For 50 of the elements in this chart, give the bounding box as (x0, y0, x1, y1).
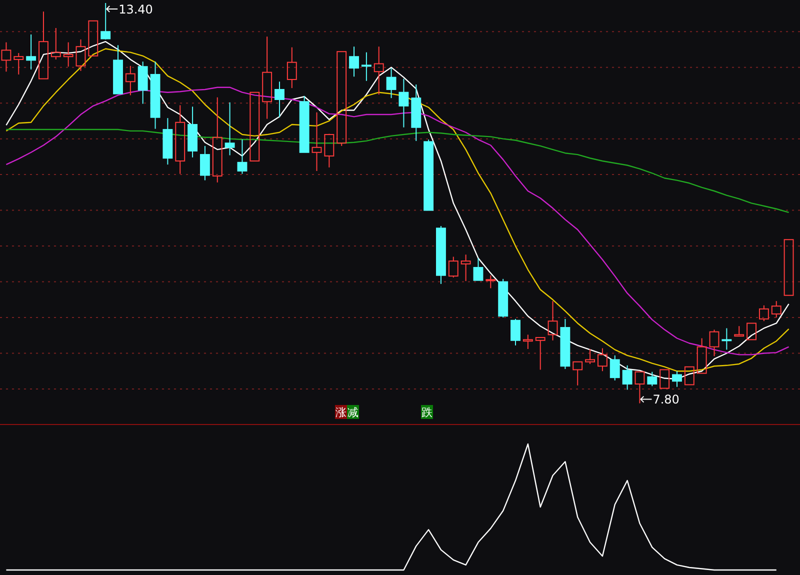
candlestick (560, 318, 570, 370)
candlestick (572, 361, 583, 386)
candlestick (784, 239, 794, 296)
candlestick (286, 46, 297, 89)
annotation: 13.40 (118, 2, 153, 16)
candlestick (250, 92, 260, 162)
candlestick (398, 78, 409, 128)
candlestick (212, 96, 222, 183)
candlestick (26, 34, 36, 70)
candlestick (548, 300, 558, 341)
candlestick (634, 371, 645, 404)
candlestick (684, 366, 694, 386)
text: 涨 (336, 406, 346, 419)
text: 减 (348, 406, 358, 419)
candlestick (138, 61, 148, 104)
candlestick (88, 20, 98, 56)
candlestick (460, 254, 471, 282)
candlestick (349, 46, 359, 78)
candlestick (262, 36, 272, 120)
candlestick (522, 334, 533, 350)
candlestick (361, 52, 372, 82)
candlestick (734, 326, 744, 337)
candlestick (200, 145, 210, 181)
text: 跌 (422, 406, 432, 419)
candlestick (76, 38, 86, 72)
candlestick (113, 44, 123, 94)
candlestick (188, 106, 198, 158)
candlestick (50, 28, 61, 60)
candlestick (63, 42, 74, 68)
candlestick (162, 118, 173, 166)
candlestick (696, 338, 707, 374)
candlestick (746, 322, 756, 340)
candlestick (473, 258, 484, 281)
candlestick (237, 139, 248, 174)
candlestick (150, 61, 160, 130)
candlestick (312, 112, 322, 172)
candlestick (336, 51, 347, 146)
annotation: 7.80 (652, 392, 680, 406)
candlestick (535, 337, 546, 370)
candlestick (1, 42, 12, 72)
candlestick (722, 328, 732, 350)
candlestick (274, 81, 284, 118)
candlestick (374, 46, 384, 95)
candlestick (224, 102, 235, 156)
candlestick (38, 11, 48, 80)
candlestick (175, 104, 186, 174)
candlestick (386, 68, 396, 99)
candlestick (125, 65, 136, 96)
candlestick (411, 84, 422, 142)
candlestick (660, 369, 670, 389)
